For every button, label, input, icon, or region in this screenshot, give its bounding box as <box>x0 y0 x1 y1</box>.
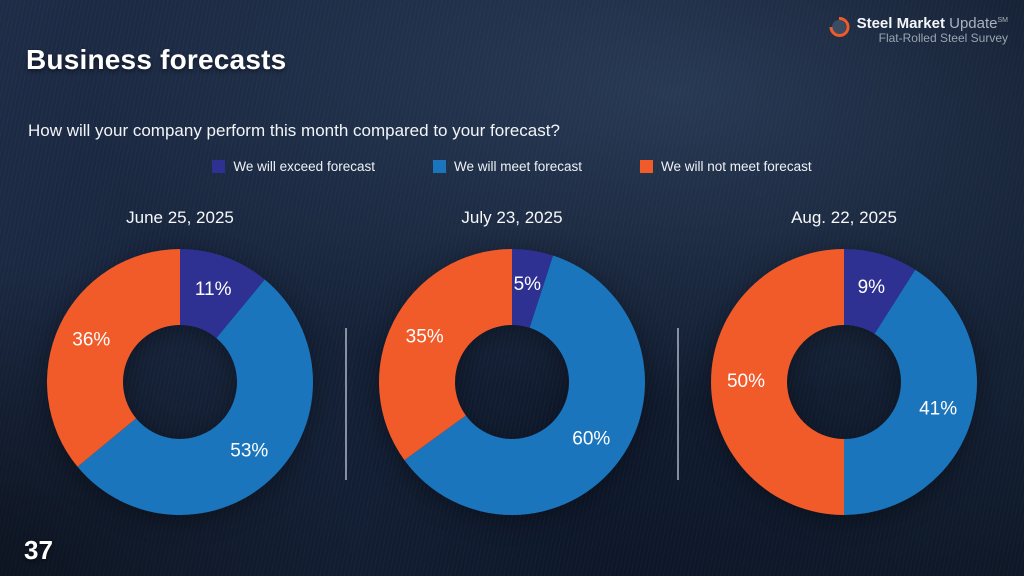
legend-label-meet: We will meet forecast <box>453 159 583 174</box>
slice-label: 35% <box>406 327 444 348</box>
donut-chart-july: 5% 60% 35% <box>372 242 652 522</box>
slice-label: 53% <box>230 440 268 461</box>
smu-logo: Steel Market UpdateSM Flat-Rolled Steel … <box>827 12 1008 45</box>
chart-title-july: July 23, 2025 <box>461 208 563 227</box>
slide-title: Business forecasts <box>26 44 287 75</box>
chart-block-aug: Aug. 22, 2025 9% 41% 50% <box>694 208 994 522</box>
chart-legend: We will exceed forecast We will meet for… <box>0 159 1024 174</box>
slice-label: 50% <box>727 371 765 392</box>
donut-slice <box>844 269 977 515</box>
chart-block-july: July 23, 2025 5% 60% 35% <box>362 208 662 522</box>
slice-label: 41% <box>919 398 957 419</box>
donut-slice <box>512 249 554 328</box>
legend-swatch-exceed-icon <box>212 160 226 173</box>
slice-label: 9% <box>858 277 886 298</box>
charts-row: June 25, 2025 11% 53% 36% July 23, 2025 5%… <box>30 208 994 522</box>
page-number: 37 <box>24 535 53 565</box>
legend-item-meet: We will meet forecast <box>432 159 583 174</box>
donut-slice <box>77 279 313 515</box>
smu-logo-text: Steel Market UpdateSM Flat-Rolled Steel … <box>857 12 1008 45</box>
chart-divider <box>677 328 679 480</box>
legend-swatch-meet-icon <box>432 160 446 173</box>
donut-slice <box>844 249 916 334</box>
donut-chart-june: 11% 53% 36% <box>40 242 320 522</box>
smu-logo-name-light: Update <box>949 15 998 32</box>
chart-title-june: June 25, 2025 <box>126 208 234 227</box>
donut-chart-aug: 9% 41% 50% <box>704 242 984 522</box>
slice-label: 11% <box>195 279 232 300</box>
legend-item-exceed: We will exceed forecast <box>212 159 375 174</box>
donut-slice <box>47 249 181 467</box>
slice-label: 5% <box>514 274 542 295</box>
chart-divider <box>345 328 347 480</box>
donut-slice <box>378 249 512 461</box>
donut-slice <box>711 249 844 515</box>
donut-slice <box>404 255 645 515</box>
smu-logo-swoosh-icon <box>829 17 850 37</box>
slice-label: 60% <box>572 429 610 450</box>
smu-logo-name: Steel Market UpdateSM <box>857 12 1008 32</box>
donut-slice <box>180 249 265 339</box>
legend-swatch-notmeet-icon <box>640 160 654 173</box>
slice-label: 36% <box>72 329 110 350</box>
legend-label-notmeet: We will not meet forecast <box>661 159 812 174</box>
smu-logo-subtitle: Flat-Rolled Steel Survey <box>878 31 1008 45</box>
smu-logo-servicemark: SM <box>997 17 1009 24</box>
survey-question: How will your company perform this month… <box>28 121 560 140</box>
chart-block-june: June 25, 2025 11% 53% 36% <box>30 208 330 522</box>
smu-logo-name-bold: Steel Market <box>856 15 945 32</box>
chart-title-aug: Aug. 22, 2025 <box>791 208 897 227</box>
legend-label-exceed: We will exceed forecast <box>233 159 375 174</box>
legend-item-notmeet: We will not meet forecast <box>640 159 812 174</box>
